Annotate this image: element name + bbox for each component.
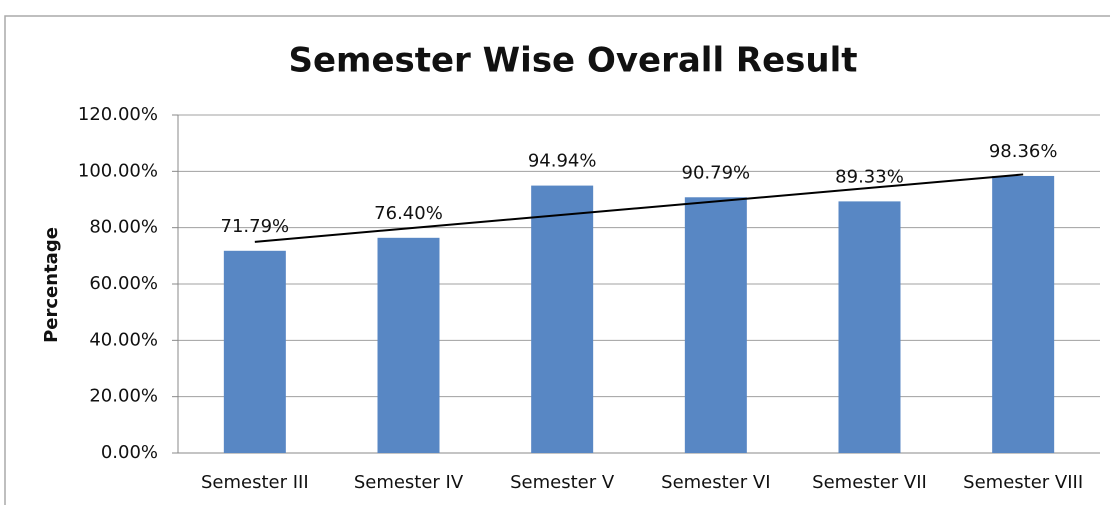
chart-frame bbox=[4, 15, 1110, 505]
x-tick-label: Semester IV bbox=[354, 472, 464, 493]
y-tick-label: 0.00% bbox=[101, 442, 158, 463]
bar bbox=[223, 250, 286, 453]
data-label: 98.36% bbox=[989, 141, 1058, 162]
bar bbox=[838, 201, 901, 453]
bar bbox=[531, 185, 594, 453]
x-tick-label: Semester III bbox=[201, 472, 309, 493]
bar bbox=[377, 237, 440, 453]
y-tick-label: 20.00% bbox=[89, 386, 158, 407]
y-axis-label: Percentage bbox=[41, 227, 62, 343]
chart-title: Semester Wise Overall Result bbox=[288, 41, 857, 81]
x-tick-label: Semester VII bbox=[812, 472, 927, 493]
x-tick-label: Semester VI bbox=[661, 472, 770, 493]
y-tick-label: 100.00% bbox=[78, 160, 158, 181]
y-tick-label: 40.00% bbox=[89, 329, 158, 350]
bar bbox=[684, 197, 747, 453]
y-tick-label: 80.00% bbox=[89, 217, 158, 238]
data-label: 94.94% bbox=[528, 151, 597, 172]
bar bbox=[992, 175, 1055, 453]
data-label: 71.79% bbox=[221, 216, 290, 237]
data-label: 76.40% bbox=[374, 203, 443, 224]
data-label: 90.79% bbox=[682, 162, 751, 183]
x-tick-label: Semester VIII bbox=[963, 472, 1083, 493]
data-label: 89.33% bbox=[835, 166, 904, 187]
y-tick-label: 120.00% bbox=[78, 104, 158, 125]
trendline bbox=[254, 173, 1024, 243]
y-tick-label: 60.00% bbox=[89, 273, 158, 294]
x-tick-label: Semester V bbox=[510, 472, 615, 493]
